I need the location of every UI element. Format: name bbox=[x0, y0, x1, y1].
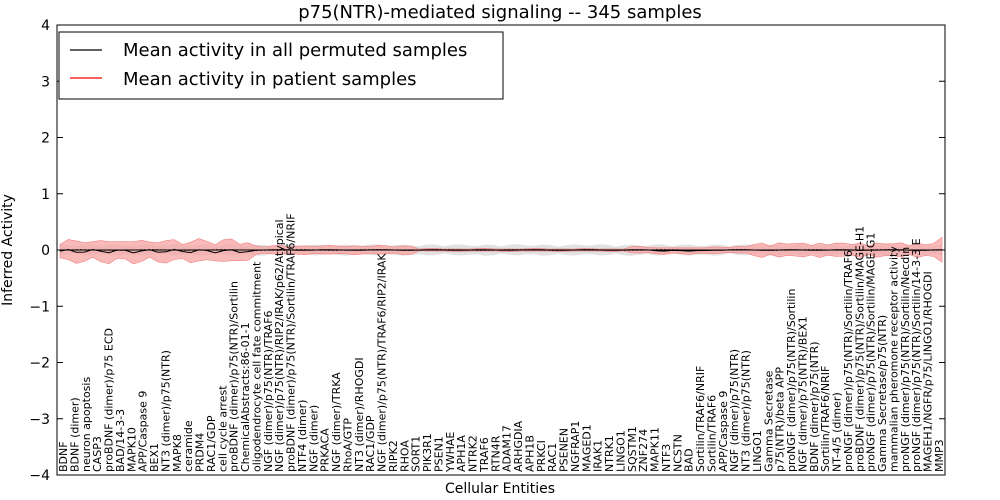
x-tick-label: NTF4 (dimer) bbox=[296, 400, 309, 472]
legend: Mean activity in all permuted samples Me… bbox=[58, 31, 504, 100]
y-axis-label: Inferred Activity bbox=[0, 194, 16, 306]
x-tick-label: RHOA bbox=[398, 440, 411, 472]
x-tick-label: ceramide bbox=[182, 420, 195, 472]
x-tick-label: cell cycle arrest bbox=[216, 385, 229, 472]
x-tick-label: NGF (dimer)/p75(NTR)/TRAF6 bbox=[262, 310, 275, 472]
x-tick-label: TRAF6 bbox=[478, 437, 491, 473]
x-tick-label: YWHAE bbox=[444, 432, 457, 473]
x-tick-label: Sortilin/TRAF6/NRIF bbox=[819, 366, 832, 472]
x-tick-label: NGFRAP1 bbox=[569, 421, 582, 472]
x-tick-label: p75(NTR)/beta APP bbox=[774, 367, 787, 472]
legend-label-permuted: Mean activity in all permuted samples bbox=[123, 40, 467, 61]
x-tick-label: proBDNF (dimer)/p75 ECD bbox=[103, 328, 116, 472]
x-tick-label: NGF (dimer)/p75(NTR) bbox=[728, 349, 741, 472]
x-tick-label: NT3 (dimer)/p75(NTR) bbox=[159, 350, 172, 472]
x-tick-label: NCSTN bbox=[671, 434, 684, 472]
x-tick-label: APH1A bbox=[455, 435, 468, 472]
y-tick-label: 1 bbox=[41, 187, 50, 203]
x-tick-label: Sortilin/TRAF6 bbox=[706, 395, 719, 472]
x-tick-label: Gamma Secretase bbox=[762, 370, 775, 472]
x-tick-label: MMP3 bbox=[933, 439, 946, 472]
x-tick-label: NT-4/5 (dimer) bbox=[831, 392, 844, 472]
x-tick-label: proNGF (dimer)/p75(NTR)/Sortilin/Necdin bbox=[899, 247, 912, 472]
x-tick-label: BDNF (dimer)/p75(NTR) bbox=[808, 341, 821, 472]
x-tick-label: RhoA/GTP bbox=[341, 418, 354, 472]
x-tick-label: ZNF274 bbox=[637, 429, 650, 472]
x-tick-label: NGF (dimer)/p75(NTR)/BEX1 bbox=[797, 316, 810, 472]
x-tick-label: NGF (dimer) bbox=[307, 405, 320, 472]
x-tick-label: MAGEH1/NGFR/p75/LINGO1/RHOGDI bbox=[922, 271, 935, 472]
y-tick-label: −3 bbox=[29, 412, 50, 428]
x-tick-label: LINGO1 bbox=[615, 430, 628, 472]
y-tick-label: −2 bbox=[29, 356, 50, 372]
x-tick-label: MAPK10 bbox=[125, 427, 138, 472]
y-tick-label: 3 bbox=[41, 74, 50, 90]
x-tick-label: APP/Caspase 9 bbox=[137, 391, 150, 472]
x-tick-label: MAPK8 bbox=[171, 434, 184, 472]
x-tick-label: RAC1/GDP bbox=[205, 415, 218, 472]
x-tick-label: RAC1 bbox=[546, 443, 559, 472]
x-tick-label: NGF (dimer)/p75(NTR)/RIP2/IRAK/p62/Atypi… bbox=[273, 219, 286, 472]
y-tick-label: 0 bbox=[41, 243, 50, 259]
x-tick-label: mammalian pheromone receptor activity bbox=[888, 246, 901, 472]
x-tick-label: BAD/14-3-3 bbox=[114, 409, 127, 472]
x-tick-label: RAC1/GDP bbox=[364, 415, 377, 472]
x-tick-label: NTRK2 bbox=[467, 435, 480, 472]
y-tick-label: 4 bbox=[41, 18, 50, 34]
x-tick-label: proNGF (dimer)/p75(NTR)/Sortilin/TRAF6 bbox=[842, 250, 855, 472]
x-tick-label: proBDNF (dimer)/p75(NTR)/Sortilin/TRAF6/… bbox=[285, 213, 298, 472]
x-tick-label: ADAM17 bbox=[501, 425, 514, 472]
x-tick-label: APP/Caspase 9 bbox=[717, 391, 730, 472]
chart-title: p75(NTR)-mediated signaling -- 345 sampl… bbox=[298, 2, 702, 23]
y-axis: 4 3 2 1 0 −1 −2 −3 −4 bbox=[29, 18, 945, 484]
x-tick-label: Sortilin/TRAF6/NRIF bbox=[694, 366, 707, 472]
x-tick-label: NT3 (dimer)/p75(NTR) bbox=[740, 350, 753, 472]
x-tick-label: proBDNF (dimer)/p75(NTR)/Sortilin/MAGE-H… bbox=[853, 226, 866, 472]
x-tick-label: PSEN1 bbox=[432, 436, 445, 472]
y-tick-label: −4 bbox=[29, 468, 50, 484]
x-tick-label: PRDM4 bbox=[194, 433, 207, 472]
x-tick-label: LINGO1 bbox=[751, 430, 764, 472]
x-tick-label: oligodendrocyte cell fate commitment bbox=[250, 261, 263, 472]
x-tick-label: APH1B bbox=[523, 435, 536, 472]
x-tick-label: MAPK11 bbox=[649, 427, 662, 472]
x-tick-label: NTRK1 bbox=[603, 435, 616, 472]
x-tick-label: MAGED1 bbox=[580, 424, 593, 472]
x-tick-label: neuron apoptosis bbox=[80, 377, 93, 472]
x-tick-label: BEX1 bbox=[148, 443, 161, 472]
x-axis-label: Cellular Entities bbox=[445, 481, 555, 497]
y-tick-label: −1 bbox=[29, 299, 50, 315]
x-tick-label: RIPK2 bbox=[387, 440, 400, 472]
x-tick-label: Gamma Secretase/p75(NTR) bbox=[876, 315, 889, 472]
y-tick-label: 2 bbox=[41, 131, 50, 147]
x-tick-label: PRKCI bbox=[535, 440, 548, 472]
x-tick-label: SORT1 bbox=[410, 436, 423, 472]
x-tick-label: proNGF (dimer)/p75(NTR)/Sortilin/14-3-3 … bbox=[910, 238, 923, 472]
x-tick-label: SQSTM1 bbox=[626, 426, 639, 472]
x-tick-label: NGF (dimer)/p75(NTR)/TRAF6/RIP2/IRAK bbox=[376, 253, 389, 472]
x-tick-label: RTN4R bbox=[489, 435, 502, 472]
x-tick-label: BAD bbox=[683, 448, 696, 472]
x-tick-label: PRKACA bbox=[319, 428, 332, 472]
x-tick-label: proNGF (dimer)/p75(NTR)/Sortilin/MAGE-G1 bbox=[865, 233, 878, 472]
x-tick-label: BDNF (dimer) bbox=[68, 397, 81, 472]
x-tick-label: NTF3 bbox=[660, 444, 673, 472]
x-tick-label: proNGF (dimer)/p75(NTR)/Sortilin bbox=[785, 289, 798, 472]
series-line-patient bbox=[59, 248, 943, 254]
x-tick-label: BDNF bbox=[57, 441, 70, 472]
x-tick-label: CASP3 bbox=[91, 436, 104, 472]
x-tick-label: PSENEN bbox=[558, 428, 571, 472]
x-tick-label: NT3 (dimer)/RHOGDI bbox=[353, 357, 366, 472]
x-tick-label: ChemicalAbstracts:86-01-1 bbox=[239, 322, 252, 472]
legend-box bbox=[58, 31, 504, 100]
x-tick-label: proBDNF (dimer)/p75(NTR)/Sortilin bbox=[228, 281, 241, 472]
legend-label-patient: Mean activity in patient samples bbox=[123, 69, 417, 90]
x-tick-label: NGF (dimer)/TRKA bbox=[330, 372, 343, 472]
x-tick-label: IRAK1 bbox=[592, 440, 605, 472]
x-tick-label: PIK3R1 bbox=[421, 433, 434, 472]
x-tick-label: ARHGDIA bbox=[512, 420, 525, 472]
